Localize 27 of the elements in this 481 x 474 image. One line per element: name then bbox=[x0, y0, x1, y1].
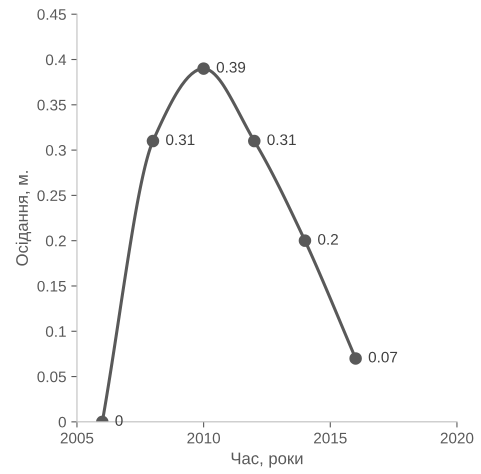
data-label: 0.39 bbox=[216, 62, 246, 73]
y-tick-label: 0.35 bbox=[37, 100, 66, 110]
data-label: 0.31 bbox=[267, 134, 296, 146]
y-tick-label: 0.1 bbox=[46, 326, 66, 337]
data-label: 0.31 bbox=[166, 134, 194, 146]
y-tick-label: 0.05 bbox=[37, 371, 66, 382]
y-tick-label: 0.25 bbox=[37, 190, 66, 202]
point bbox=[349, 352, 362, 365]
point bbox=[298, 234, 312, 247]
y-tick-label: 0.45 bbox=[37, 9, 66, 20]
data-label: 0 bbox=[115, 415, 123, 426]
point bbox=[146, 134, 160, 148]
data-label: 0.07 bbox=[368, 352, 398, 363]
point bbox=[248, 134, 261, 148]
x-tick-label: 2005 bbox=[60, 432, 94, 444]
x-tick-label: 2015 bbox=[314, 432, 347, 444]
y-tick-label: 0.15 bbox=[37, 280, 66, 292]
y-tick-label: 0.3 bbox=[46, 144, 66, 156]
point bbox=[197, 62, 210, 75]
y-tick-label: 0 bbox=[58, 416, 66, 428]
x-axis-title: Час, роки bbox=[232, 452, 302, 468]
x-tick-label: 2010 bbox=[187, 432, 220, 444]
x-tick-label: 2020 bbox=[440, 432, 474, 444]
y-tick-label: 0.2 bbox=[46, 236, 66, 246]
y-tick-label: 0.4 bbox=[46, 54, 66, 66]
y-axis-title: Осідання, м. bbox=[16, 171, 32, 266]
data-label: 0.2 bbox=[318, 234, 338, 245]
